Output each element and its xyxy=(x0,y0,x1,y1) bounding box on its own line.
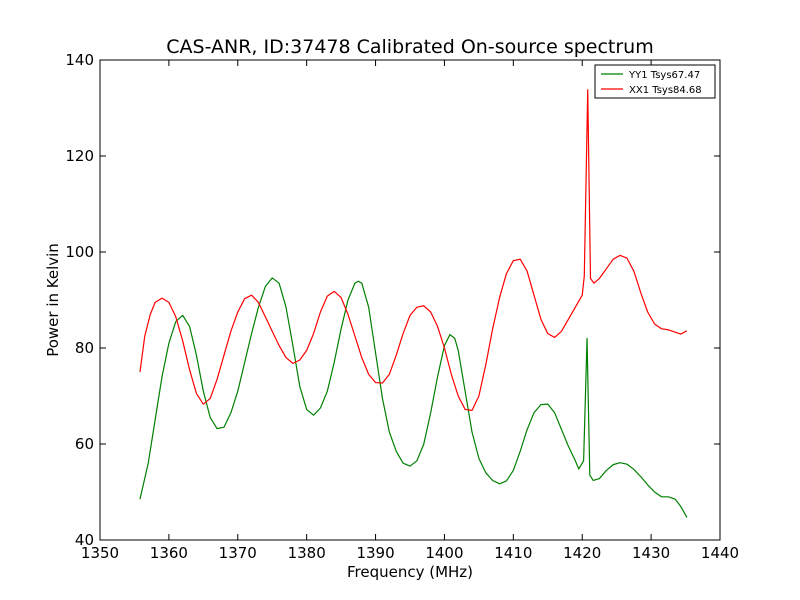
x-tick-label: 1350 xyxy=(81,544,119,562)
series-layer xyxy=(139,89,688,518)
x-tick-label: 1370 xyxy=(219,544,257,562)
x-tick-label: 1380 xyxy=(288,544,326,562)
x-tick-label: 1440 xyxy=(701,544,739,562)
legend-label-xx1: XX1 Tsys84.68 xyxy=(629,85,702,96)
y-tick-label: 100 xyxy=(65,243,94,261)
y-tick-label: 60 xyxy=(75,435,94,453)
x-tick-label: 1360 xyxy=(150,544,188,562)
x-axis-label: Frequency (MHz) xyxy=(347,563,473,581)
plot-area: 1350 1360 1370 1380 1390 1400 1410 1420 1430 1440… xyxy=(65,51,739,562)
x-tick-label: 1390 xyxy=(356,544,394,562)
x-tick-label: 1400 xyxy=(425,544,463,562)
x-tick-label: 1410 xyxy=(494,544,532,562)
x-axis-ticks: 1350 1360 1370 1380 1390 1400 1410 1420 1430 1440 xyxy=(81,60,739,562)
series-line-xx1 xyxy=(139,89,688,411)
y-axis-label: Power in Kelvin xyxy=(44,243,62,357)
y-tick-label: 140 xyxy=(65,51,94,69)
legend: YY1 Tsys67.47 XX1 Tsys84.68 xyxy=(594,64,716,99)
chart-title: CAS-ANR, ID:37478 Calibrated On-source s… xyxy=(166,36,654,58)
y-axis-ticks: 40 60 80 100 120 140 xyxy=(65,51,720,549)
legend-label-yy1: YY1 Tsys67.47 xyxy=(628,70,700,81)
axes-frame xyxy=(99,59,721,541)
series-line-yy1 xyxy=(139,277,688,518)
y-tick-label: 120 xyxy=(65,147,94,165)
y-tick-label: 40 xyxy=(75,531,94,549)
x-tick-label: 1430 xyxy=(632,544,670,562)
x-tick-label: 1420 xyxy=(563,544,601,562)
y-tick-label: 80 xyxy=(75,339,94,357)
legend-box xyxy=(594,64,716,99)
